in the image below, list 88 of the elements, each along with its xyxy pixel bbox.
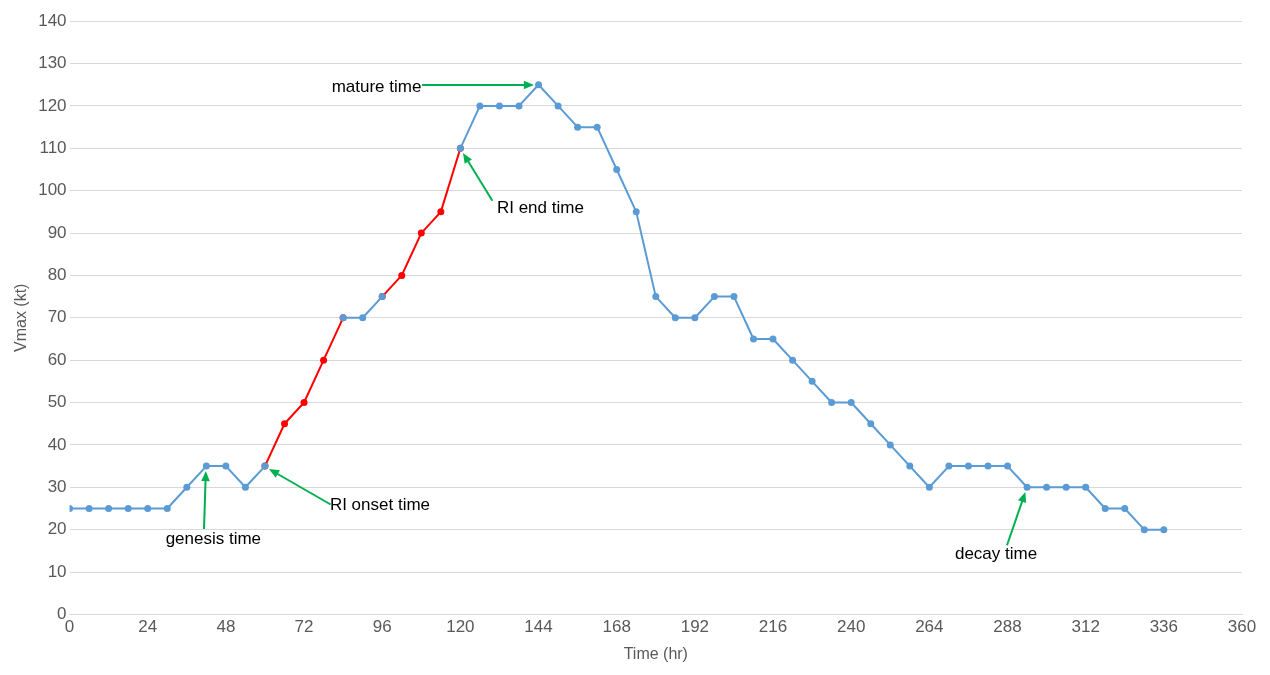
x-tick-label: 312 — [1071, 617, 1100, 637]
x-axis-title: Time (hr) — [623, 644, 688, 662]
point — [1082, 483, 1090, 491]
point — [163, 504, 171, 512]
point — [652, 293, 660, 301]
y-tick-label: 130 — [38, 53, 67, 73]
x-tick-label: 288 — [993, 617, 1022, 637]
point — [867, 420, 875, 428]
point — [1062, 483, 1070, 491]
point — [495, 102, 503, 110]
x-tick-label: 192 — [680, 617, 710, 637]
point — [515, 102, 523, 110]
point — [886, 441, 894, 449]
annotation: mature time — [331, 76, 422, 97]
point — [1121, 504, 1129, 512]
point — [437, 208, 445, 216]
annotation: genesis time — [165, 529, 262, 550]
x-tick-label: 240 — [837, 617, 866, 637]
y-tick-label: 40 — [47, 434, 67, 454]
y-axis-title: Vmax (kt) — [12, 283, 30, 353]
point — [828, 399, 836, 407]
point — [105, 504, 113, 512]
y-tick-label: 50 — [47, 392, 67, 412]
point — [808, 377, 816, 385]
y-tick-label: 100 — [38, 180, 67, 200]
point — [925, 483, 933, 491]
point — [281, 420, 289, 428]
point — [984, 462, 992, 470]
point — [945, 462, 953, 470]
x-tick-label: 72 — [294, 617, 314, 637]
y-tick-label: 10 — [47, 561, 67, 581]
point — [359, 314, 367, 322]
point — [1140, 526, 1148, 534]
x-tick-label: 216 — [758, 617, 788, 637]
point — [691, 314, 699, 322]
x-tick-label: 96 — [372, 617, 392, 637]
point — [398, 271, 406, 279]
x-tick-label: 48 — [216, 617, 236, 637]
point — [906, 462, 914, 470]
point — [320, 356, 328, 364]
x-tick-label: 144 — [524, 617, 553, 637]
annotation: RI onset time — [329, 495, 431, 516]
point — [613, 166, 621, 173]
point — [593, 123, 601, 131]
y-tick-label: 120 — [38, 95, 67, 115]
point — [769, 335, 777, 343]
point — [554, 102, 562, 110]
y-tick-label: 80 — [47, 265, 67, 285]
x-tick-label: 360 — [1227, 617, 1257, 637]
point — [183, 483, 191, 491]
y-tick-label: 90 — [47, 222, 67, 242]
point — [241, 483, 249, 491]
y-tick-label: 60 — [47, 349, 67, 369]
point — [710, 293, 718, 301]
point — [476, 102, 484, 110]
point — [574, 123, 582, 131]
x-tick-label: 264 — [915, 617, 944, 637]
point — [749, 335, 757, 343]
point — [1004, 462, 1012, 470]
point — [85, 504, 93, 512]
point — [202, 462, 210, 470]
y-tick-label: 70 — [47, 307, 67, 327]
point — [1160, 526, 1168, 534]
point — [1101, 504, 1109, 512]
x-tick-label: 168 — [602, 617, 631, 637]
point — [1043, 483, 1051, 491]
y-tick-label: 20 — [47, 519, 67, 539]
point — [417, 229, 425, 237]
point — [300, 399, 308, 407]
x-tick-label: 336 — [1149, 617, 1179, 637]
point — [964, 462, 972, 470]
point — [1023, 483, 1031, 491]
point — [632, 208, 640, 216]
point — [847, 399, 855, 407]
y-tick-label: 30 — [47, 476, 67, 496]
x-tick-label: 120 — [446, 617, 475, 637]
annotation: decay time — [954, 544, 1038, 565]
y-tick-label: 110 — [39, 138, 67, 157]
point — [671, 314, 679, 322]
point — [535, 81, 543, 89]
point — [222, 462, 230, 470]
point — [144, 504, 152, 512]
y-tick-label: 140 — [38, 10, 67, 30]
point — [789, 356, 797, 364]
annotation: RI end time — [496, 198, 584, 219]
x-tick-label: 24 — [138, 617, 158, 637]
point — [124, 504, 132, 512]
point — [730, 293, 738, 301]
